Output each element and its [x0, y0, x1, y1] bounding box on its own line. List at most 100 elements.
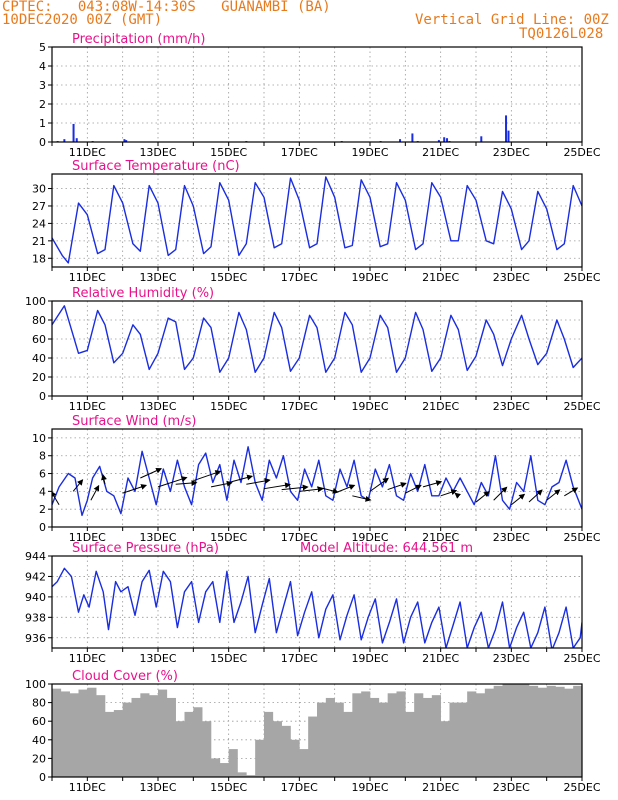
x-tick-label: 19DEC — [351, 531, 388, 544]
y-tick-label: 940 — [25, 591, 46, 604]
cloud-bar — [122, 702, 132, 777]
wind-vector — [263, 482, 291, 490]
cloud-bar — [476, 693, 486, 777]
y-tick-label: 942 — [25, 570, 46, 583]
cloud-bar — [228, 749, 238, 777]
run-date: 10DEC2020 00Z (GMT) — [2, 12, 163, 28]
y-tick-label: 5 — [39, 41, 46, 54]
wind-vector — [299, 486, 324, 493]
y-tick-label: 18 — [32, 252, 46, 265]
cloud-bar — [423, 697, 433, 777]
panel-frame — [51, 300, 583, 397]
panel-frame — [51, 46, 583, 143]
x-tick-label: 13DEC — [139, 531, 176, 544]
x-tick-label: 19DEC — [351, 146, 388, 159]
y-tick-label: 10 — [32, 432, 46, 445]
x-tick-label: 15DEC — [210, 781, 247, 794]
x-tick-label: 21DEC — [422, 400, 459, 413]
panel-frame — [51, 683, 583, 778]
wind-vector — [352, 495, 372, 502]
y-tick-label: 2 — [39, 503, 46, 516]
x-tick-label: 15DEC — [210, 531, 247, 544]
x-tick-label: 23DEC — [493, 271, 530, 284]
cloud-bar — [113, 710, 123, 777]
x-tick-label: 23DEC — [493, 652, 530, 665]
cloud-bar — [440, 721, 450, 777]
x-tick-label: 21DEC — [422, 531, 459, 544]
panel-4: 0 2 4 6 8 10 11DEC 13DEC 15DEC 17DEC 19DEC 21DEC 23D… — [32, 414, 601, 544]
cloud-bar — [520, 684, 530, 777]
panel-frame — [51, 555, 583, 649]
series-line — [52, 446, 582, 517]
x-tick-label: 15DEC — [210, 400, 247, 413]
y-tick-label: 4 — [39, 485, 46, 498]
cloud-bar — [184, 711, 194, 777]
wind-vector — [316, 486, 339, 494]
panel-title: Precipitation (mm/h) — [72, 32, 205, 47]
cloud-bar — [343, 711, 353, 777]
cloud-bar — [555, 686, 565, 777]
cloud-bar — [149, 695, 159, 777]
cloud-bar — [131, 697, 141, 777]
plot-area — [56, 115, 510, 142]
cloud-bar — [158, 689, 168, 777]
cloud-bar — [414, 693, 424, 777]
plot-area — [52, 305, 582, 373]
x-tick-label: 11DEC — [69, 652, 106, 665]
x-tick-label: 13DEC — [139, 400, 176, 413]
cloud-bar — [529, 685, 539, 777]
x-tick-label: 21DEC — [422, 271, 459, 284]
x-tick-label: 23DEC — [493, 531, 530, 544]
station-header: CPTEC: 043:08W-14:30S GUANAMBI (BA) — [2, 0, 331, 15]
x-tick-label: 15DEC — [210, 652, 247, 665]
model-code: TQ0126L028 — [519, 26, 604, 42]
cloud-bar — [378, 702, 388, 777]
panel-5: 936 938 940 942 944 11DEC 13DEC 15DEC 17DEC 19DEC… — [25, 541, 601, 665]
precip-bar — [446, 138, 449, 142]
y-tick-label: 30 — [32, 183, 46, 196]
y-tick-label: 40 — [32, 734, 46, 747]
cloud-bar — [396, 691, 406, 777]
y-tick-label: 0 — [39, 521, 46, 534]
cloud-bar — [308, 716, 318, 777]
cloud-bar — [264, 711, 274, 777]
x-tick-label: 25DEC — [563, 652, 600, 665]
plot-area — [52, 567, 582, 648]
cloud-bar — [431, 695, 441, 777]
x-tick-label: 21DEC — [422, 146, 459, 159]
wind-vector — [422, 480, 443, 488]
cloud-bar — [370, 697, 380, 777]
wind-vector — [387, 482, 407, 491]
y-tick-label: 3 — [39, 79, 46, 92]
x-tick-label: 11DEC — [69, 781, 106, 794]
panel-3: 0 20 40 60 80 100 11DEC 13DEC 15DEC 17DEC 19DEC 21D… — [25, 286, 601, 413]
x-tick-label: 23DEC — [493, 400, 530, 413]
y-tick-label: 21 — [32, 235, 46, 248]
cloud-bar — [564, 688, 574, 777]
cloud-bar — [105, 711, 115, 777]
cloud-bar — [60, 691, 70, 777]
panel-6: 0 20 40 60 80 100 11DEC 13DEC 15DEC 17DEC 19DEC 21D… — [25, 669, 601, 794]
panel-annotation: Model Altitude: 644.561 m — [300, 541, 473, 556]
x-tick-label: 21DEC — [422, 781, 459, 794]
wind-vector — [581, 495, 582, 496]
y-tick-label: 20 — [32, 371, 46, 384]
wind-vector — [246, 477, 271, 485]
x-tick-label: 25DEC — [563, 781, 600, 794]
precip-bar — [123, 139, 126, 142]
y-tick-label: 24 — [32, 217, 46, 230]
x-tick-label: 15DEC — [210, 271, 247, 284]
wind-vector — [140, 467, 163, 479]
x-tick-label: 13DEC — [139, 271, 176, 284]
x-tick-label: 25DEC — [563, 146, 600, 159]
cloud-bar — [272, 721, 282, 777]
y-tick-label: 60 — [32, 715, 46, 728]
cloud-bar — [255, 739, 265, 777]
y-tick-label: 4 — [39, 60, 46, 73]
y-tick-label: 6 — [39, 468, 46, 481]
cloud-bar — [78, 689, 88, 777]
x-tick-label: 11DEC — [69, 146, 106, 159]
series-line — [52, 567, 582, 648]
series-line — [52, 305, 582, 373]
x-tick-label: 17DEC — [281, 652, 318, 665]
